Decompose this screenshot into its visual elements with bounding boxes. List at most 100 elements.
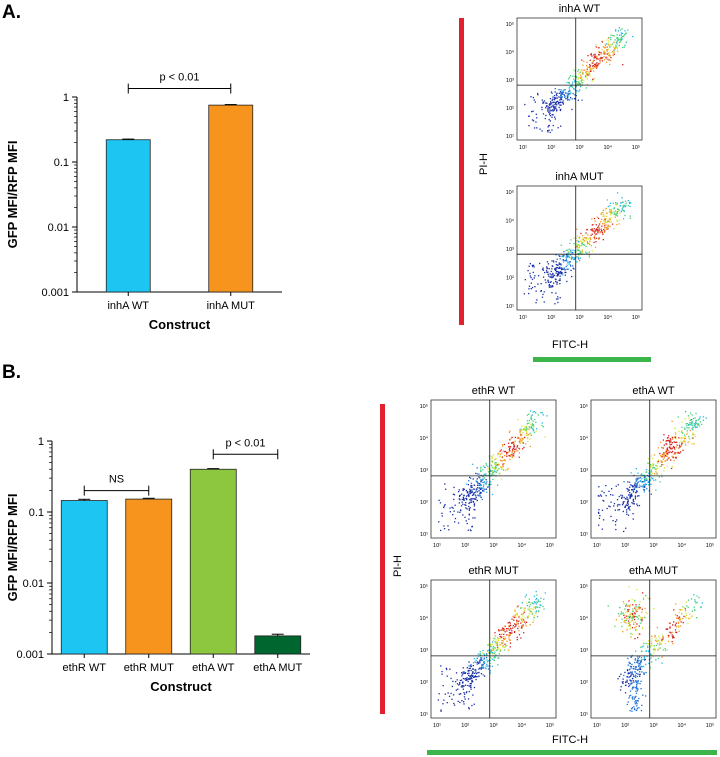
flow-x-tick-label: 10³ bbox=[576, 145, 584, 151]
y-tick-label: 1 bbox=[38, 436, 44, 448]
flow-plot-title: ethR MUT bbox=[468, 565, 518, 577]
flow-x-tick-label: 10⁵ bbox=[706, 722, 714, 729]
flow-y-tick-label: 10⁵ bbox=[506, 21, 514, 28]
flow-points bbox=[607, 586, 703, 712]
flow-x-tick-label: 10² bbox=[621, 543, 629, 549]
flow-y-tick-label: 10³ bbox=[420, 648, 428, 654]
panel-a-label: A. bbox=[2, 2, 21, 23]
flow-y-tick-label: 10⁴ bbox=[506, 49, 515, 56]
x-axis-label: Construct bbox=[149, 317, 211, 332]
red-axis-bar-b bbox=[380, 404, 385, 714]
flow-x-tick-label: 10¹ bbox=[593, 543, 601, 549]
flow-plot-ethr-mut: ethR MUT 10¹ 10¹ 10² 10² 10³ 10³ 10⁴ 10⁴ 10⁵ 10⁵ bbox=[420, 565, 557, 729]
x-tick-label: inhA MUT bbox=[207, 300, 256, 312]
flow-y-tick-label: 10² bbox=[506, 276, 514, 282]
flow-y-tick-label: 10⁵ bbox=[580, 583, 588, 590]
flow-x-tick-label: 10⁴ bbox=[678, 722, 687, 729]
green-axis-bar-a bbox=[533, 357, 651, 362]
bar bbox=[60, 500, 108, 655]
flow-x-tick-label: 10² bbox=[547, 145, 555, 151]
flow-y-tick-label: 10² bbox=[506, 106, 514, 112]
flow-y-tick-label: 10⁵ bbox=[506, 189, 514, 196]
flow-x-tick-label: 10² bbox=[461, 723, 469, 729]
flow-points bbox=[524, 27, 634, 134]
flow-x-tick-label: 10⁵ bbox=[706, 542, 714, 549]
flow-y-tick-label: 10¹ bbox=[420, 712, 428, 718]
y-axis-label: GFP MFI/RFP MFI bbox=[5, 141, 20, 249]
flow-y-tick-label: 10⁴ bbox=[420, 435, 429, 442]
y-axis-label: GFP MFI/RFP MFI bbox=[5, 494, 20, 602]
flow-y-tick-label: 10⁵ bbox=[580, 403, 588, 410]
significance-label: p < 0.01 bbox=[225, 437, 265, 449]
flow-plot-title: ethA WT bbox=[632, 385, 674, 397]
y-tick-label: 0.1 bbox=[54, 157, 69, 169]
flow-points bbox=[523, 192, 632, 305]
flow-x-tick-label: 10³ bbox=[490, 723, 498, 729]
x-tick-label: inhA WT bbox=[107, 300, 149, 312]
flow-x-tick-label: 10⁴ bbox=[518, 722, 527, 729]
flow-plot-etha-wt: ethA WT 10¹ 10¹ 10² 10² 10³ 10³ 10⁴ 10⁴ 10⁵ 10⁵ bbox=[580, 385, 717, 549]
flow-x-tick-label: 10⁴ bbox=[604, 144, 613, 151]
flow-y-tick-label: 10¹ bbox=[506, 134, 514, 140]
x-tick-label: ethA WT bbox=[192, 662, 234, 674]
y-tick-label: 0.001 bbox=[16, 649, 44, 661]
panel-b-label: B. bbox=[2, 362, 21, 383]
significance-label: NS bbox=[109, 474, 124, 486]
bar-chart-b: 0.001 0.01 0.1 1 ethR WT ethR MUT ethA WT ethA … bbox=[5, 436, 310, 694]
flow-y-tick-label: 10³ bbox=[506, 247, 514, 253]
y-tick-label: 1 bbox=[63, 92, 69, 104]
flow-x-tick-label: 10⁵ bbox=[546, 542, 554, 549]
bar bbox=[208, 104, 254, 293]
flow-plot-title: ethA MUT bbox=[629, 565, 678, 577]
green-axis-bar-b bbox=[427, 750, 717, 755]
flow-x-tick-label: 10⁵ bbox=[632, 314, 640, 321]
flow-x-tick-label: 10³ bbox=[576, 315, 584, 321]
y-tick-label: 0.001 bbox=[41, 287, 69, 299]
flow-y-tick-label: 10³ bbox=[580, 648, 588, 654]
bar bbox=[189, 468, 237, 655]
flow-y-tick-label: 10³ bbox=[506, 78, 514, 84]
x-axis-label: Construct bbox=[150, 679, 212, 694]
x-tick-label: ethR WT bbox=[63, 662, 107, 674]
flow-y-tick-label: 10¹ bbox=[580, 712, 588, 718]
flow-y-tick-label: 10³ bbox=[420, 468, 428, 474]
flow-plot-frame bbox=[516, 17, 643, 141]
flow-x-tick-label: 10¹ bbox=[593, 723, 601, 729]
bar bbox=[125, 498, 173, 655]
flow-plot-inha-mut: inhA MUT 10¹ 10¹ 10² 10² 10³ 10³ 10⁴ 10⁴ 10⁵ 10⁵ bbox=[506, 171, 643, 321]
flow-y-tick-label: 10⁴ bbox=[506, 218, 515, 225]
flow-y-tick-label: 10² bbox=[580, 680, 588, 686]
y-tick-label: 0.01 bbox=[23, 578, 44, 590]
flow-x-tick-label: 10⁴ bbox=[604, 314, 613, 321]
flow-x-tick-label: 10³ bbox=[490, 543, 498, 549]
flow-x-tick-label: 10¹ bbox=[433, 543, 441, 549]
flow-x-tick-label: 10² bbox=[621, 723, 629, 729]
flow-y-tick-label: 10⁴ bbox=[580, 435, 589, 442]
y-tick-label: 0.1 bbox=[29, 507, 44, 519]
bar bbox=[254, 635, 302, 655]
flow-y-tick-label: 10² bbox=[420, 680, 428, 686]
flow-x-tick-label: 10⁴ bbox=[678, 542, 687, 549]
flow-plot-title: ethR WT bbox=[472, 385, 516, 397]
flow-points bbox=[438, 410, 548, 532]
flow-y-tick-label: 10⁴ bbox=[580, 615, 589, 622]
flow-x-tick-label: 10¹ bbox=[433, 723, 441, 729]
red-axis-bar-a bbox=[459, 18, 464, 325]
flow-plot-title: inhA MUT bbox=[555, 171, 604, 183]
flow-x-tick-label: 10⁵ bbox=[546, 722, 554, 729]
flow-x-tick-label: 10² bbox=[547, 315, 555, 321]
flow-y-tick-label: 10² bbox=[420, 500, 428, 506]
flow-y-tick-label: 10¹ bbox=[506, 304, 514, 310]
flow-x-tick-label: 10⁵ bbox=[632, 144, 640, 151]
flow-y-tick-label: 10² bbox=[580, 500, 588, 506]
flow-a-xlabel: FITC-H bbox=[552, 339, 588, 351]
flow-y-tick-label: 10⁵ bbox=[420, 403, 428, 410]
flow-x-tick-label: 10⁴ bbox=[518, 542, 527, 549]
x-tick-label: ethA MUT bbox=[253, 662, 302, 674]
bar-chart-a: 0.001 0.01 0.1 1 inhA WT inhA MUT p < 0.01 Cons… bbox=[5, 72, 282, 332]
flow-x-tick-label: 10³ bbox=[650, 543, 658, 549]
flow-x-tick-label: 10¹ bbox=[519, 315, 527, 321]
bar bbox=[105, 139, 151, 293]
flow-x-tick-label: 10³ bbox=[650, 723, 658, 729]
